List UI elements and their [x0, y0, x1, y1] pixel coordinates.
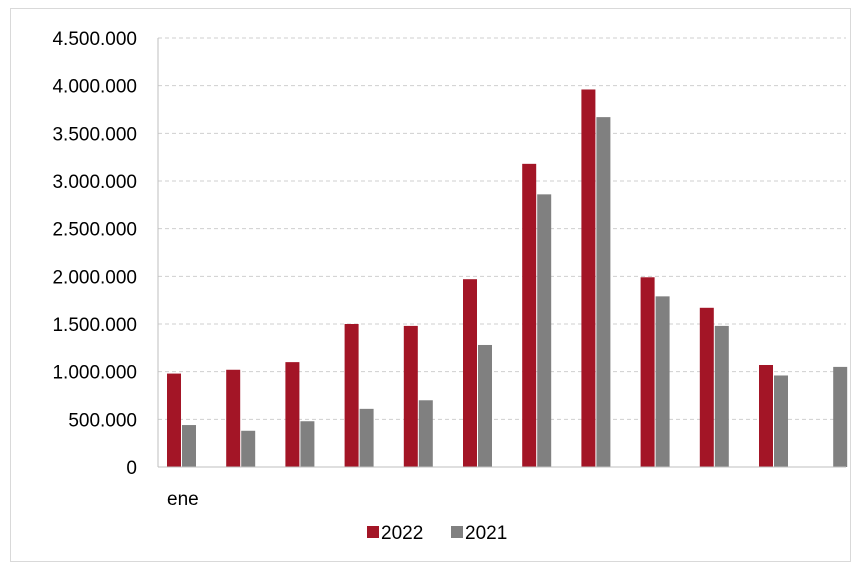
bar-2022-8 — [581, 89, 596, 467]
bar-2022-4 — [344, 324, 359, 467]
y-tick-label: 3.500.000 — [52, 124, 137, 145]
bar-2021-3 — [300, 421, 315, 467]
y-tick-label: 0 — [126, 458, 137, 479]
bar-2021-10 — [714, 325, 729, 467]
bar-2022-7 — [522, 163, 537, 467]
legend-label-2021: 2021 — [465, 523, 507, 544]
bar-2021-7 — [537, 194, 552, 467]
legend-label-2022: 2022 — [381, 523, 423, 544]
x-axis-tick-labels: ene — [167, 489, 199, 510]
bar-2021-2 — [241, 430, 256, 467]
y-tick-label: 1.500.000 — [52, 315, 137, 336]
legend-swatch-2021 — [451, 526, 463, 538]
bar-2021-8 — [596, 117, 611, 468]
bar-2022-9 — [640, 277, 655, 467]
bar-2021-4 — [359, 408, 374, 467]
bar-2022-10 — [699, 307, 714, 467]
bar-2022-11 — [759, 364, 773, 467]
y-tick-label: 1.000.000 — [52, 363, 137, 384]
bar-2021-5 — [418, 400, 433, 467]
bar-2022-3 — [285, 362, 300, 467]
bar-2022-1 — [167, 373, 181, 467]
y-tick-label: 2.500.000 — [52, 220, 137, 241]
y-tick-label: 4.500.000 — [52, 29, 137, 50]
bars — [167, 89, 848, 468]
y-tick-label: 3.000.000 — [52, 172, 137, 193]
bar-2021-6 — [478, 344, 492, 467]
y-axis-tick-labels: 0 500.000 1.000.000 1.500.000 2.000.000 2.500… — [52, 29, 137, 479]
gridlines — [158, 37, 846, 420]
bar-2021-12 — [833, 366, 848, 467]
y-tick-label: 2.000.000 — [52, 267, 137, 288]
bar-2022-6 — [463, 279, 477, 467]
y-tick-label: 500.000 — [68, 410, 137, 431]
y-tick-label: 4.000.000 — [52, 77, 137, 98]
bar-2021-11 — [774, 375, 788, 467]
bar-2022-5 — [403, 325, 418, 467]
legend: 2022 2021 — [367, 523, 507, 544]
bar-2021-1 — [182, 425, 196, 467]
legend-swatch-2022 — [367, 526, 379, 538]
chart-frame — [10, 8, 851, 562]
x-tick-label: ene — [167, 489, 199, 510]
bar-2021-9 — [655, 296, 670, 467]
bar-2022-2 — [226, 369, 241, 467]
